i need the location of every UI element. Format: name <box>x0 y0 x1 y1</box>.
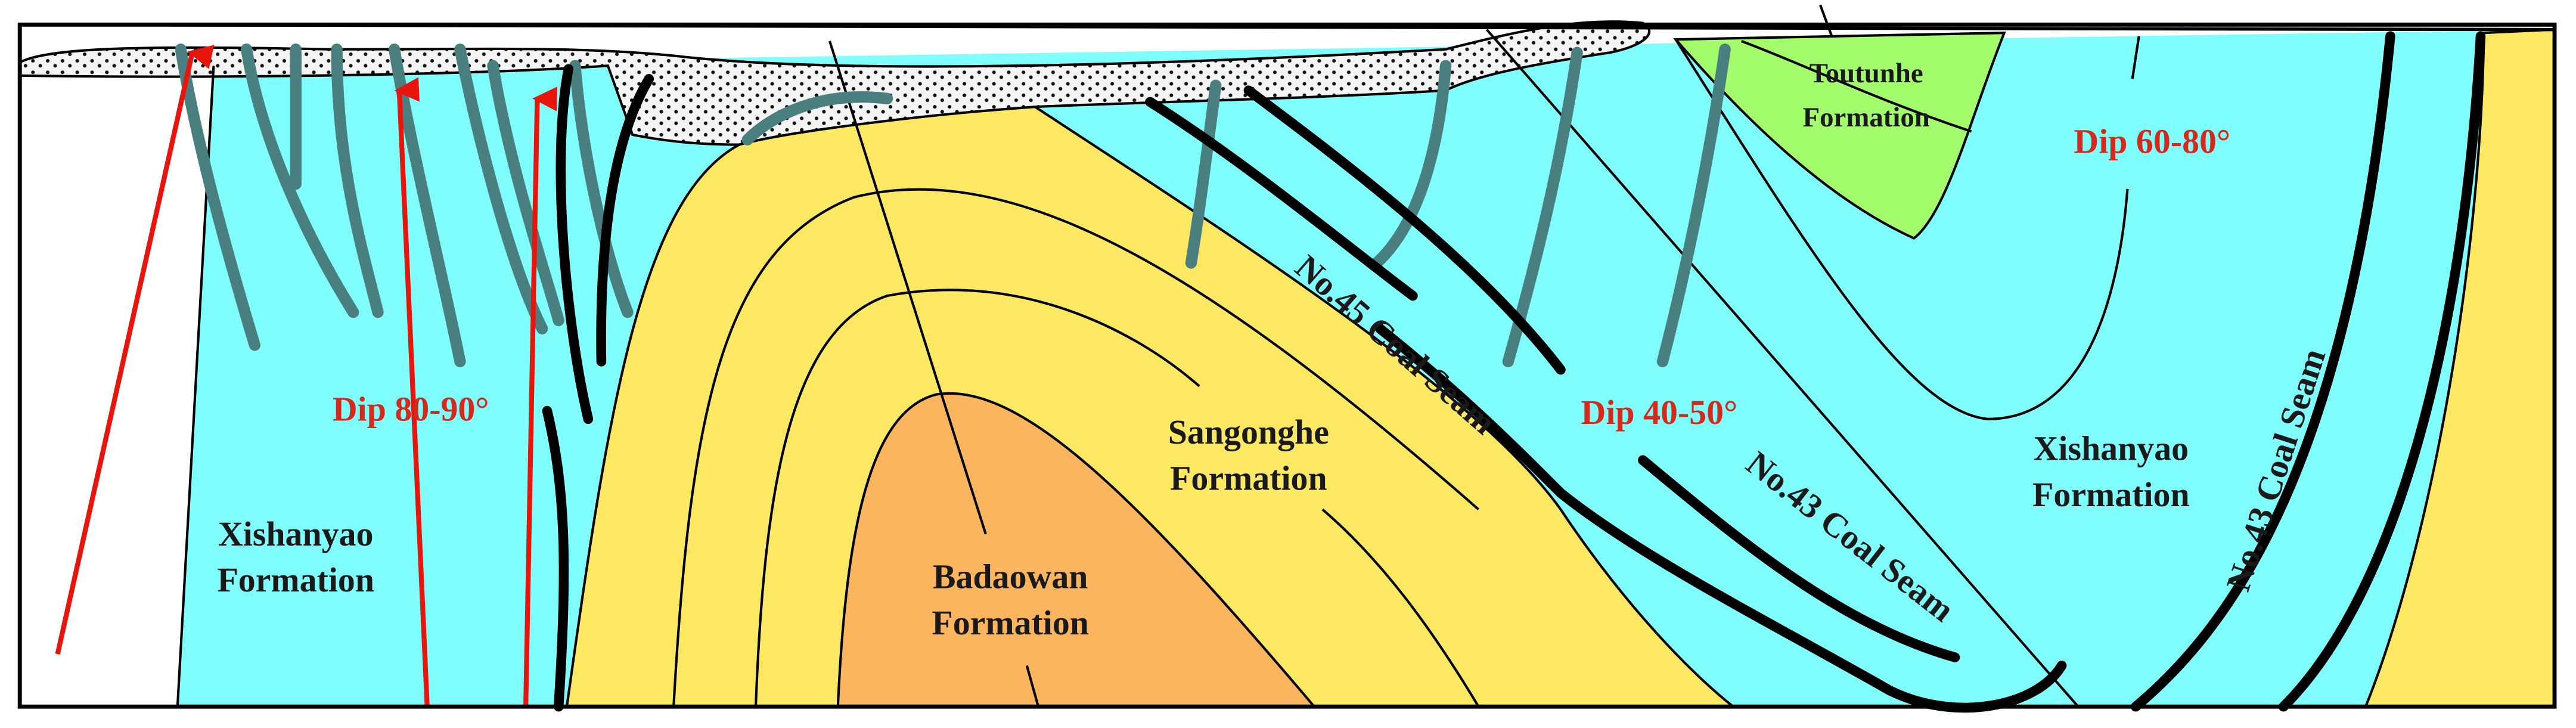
grey-traces <box>175 44 1731 368</box>
formation-label: Sangonghe Formation <box>1168 413 1329 497</box>
dip-label: Dip 40-50° <box>1581 393 1738 432</box>
formation-label: Badaowan Formation <box>932 557 1089 642</box>
badaowan-area <box>836 392 1317 708</box>
formation-label: Xishanyao Formation <box>2032 429 2190 514</box>
formation-label: Xishanyao Formation <box>217 515 374 599</box>
dip-label: Dip 60-80° <box>2074 122 2230 160</box>
frame <box>17 22 2557 709</box>
dip-arrows <box>55 45 557 707</box>
coal-seams <box>542 31 2486 713</box>
cover-sediment <box>18 20 1651 146</box>
dip-label: Dip 80-90° <box>333 390 489 429</box>
toutunhe-area <box>1673 31 2006 240</box>
geology <box>17 4 2557 713</box>
formation-label: Toutunhe Formation <box>1803 58 1930 133</box>
yellow-right <box>2364 28 2556 708</box>
